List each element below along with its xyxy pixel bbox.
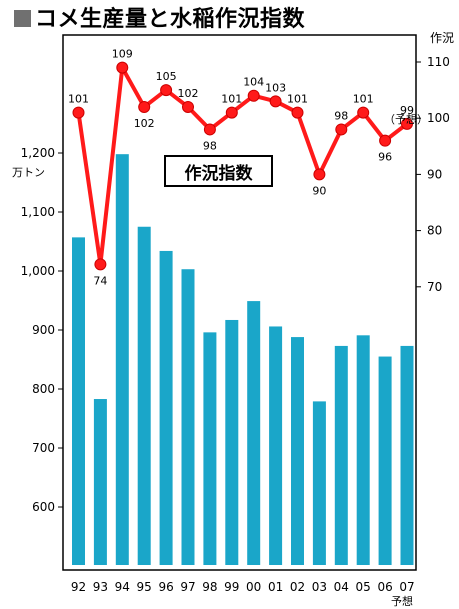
- x-label-06: 06: [377, 580, 392, 594]
- index-label-93: 74: [93, 274, 107, 287]
- x-label-05: 05: [356, 580, 371, 594]
- x-label-07: 07: [399, 580, 414, 594]
- index-label-92: 101: [68, 93, 89, 106]
- x-axis-note: 予想: [391, 594, 413, 608]
- x-label-94: 94: [115, 580, 130, 594]
- index-label-99: 101: [221, 93, 242, 106]
- index-label-97: 102: [178, 87, 199, 100]
- index-point-99: [225, 106, 238, 119]
- index-point-02: [291, 106, 304, 119]
- chart-title: コメ生産量と水稲作況指数: [14, 1, 305, 33]
- right-axis-ticks: 110 100 90 80 70: [416, 55, 450, 294]
- bar-97: [181, 269, 195, 565]
- x-label-01: 01: [268, 580, 283, 594]
- index-label-05: 101: [353, 93, 374, 106]
- index-forecast-note: （予想）: [384, 112, 428, 126]
- index-point-04: [335, 123, 348, 136]
- index-label-01: 103: [265, 81, 286, 94]
- legend-box: 作況指数: [164, 155, 273, 187]
- index-point-00: [247, 89, 260, 102]
- x-label-00: 00: [246, 580, 261, 594]
- bar-02: [291, 337, 304, 565]
- index-point-06: [379, 134, 392, 147]
- index-point-97: [182, 100, 194, 113]
- x-label-04: 04: [334, 580, 349, 594]
- index-label-98: 98: [203, 139, 217, 152]
- x-axis-labels: 92 93 94 95 96 97 98 99 00 01 02 03 04 05 06 07: [71, 580, 415, 594]
- bar-94: [115, 154, 129, 565]
- x-label-95: 95: [137, 580, 152, 594]
- right-tick-label: 80: [427, 224, 442, 238]
- right-axis-label: 作況: [430, 30, 454, 45]
- bar-07: [400, 345, 414, 565]
- bar-series: [72, 154, 414, 565]
- index-point-95: [138, 100, 151, 113]
- bar-03: [312, 401, 326, 565]
- left-tick-label: 700: [32, 441, 55, 455]
- left-tick-label: 600: [32, 500, 55, 514]
- bar-93: [93, 399, 107, 565]
- index-point-94: [116, 61, 129, 74]
- x-label-92: 92: [71, 580, 86, 594]
- left-tick-label: 1,200: [21, 146, 55, 160]
- left-tick-label: 800: [32, 382, 55, 396]
- bar-98: [203, 332, 217, 565]
- left-tick-label: 1,100: [21, 205, 55, 219]
- index-point-98: [203, 123, 216, 136]
- right-tick-label: 90: [427, 167, 442, 181]
- bar-04: [334, 345, 348, 565]
- index-label-94: 109: [112, 48, 133, 61]
- left-tick-label: 1,000: [21, 264, 55, 278]
- index-point-01: [269, 95, 282, 108]
- x-label-98: 98: [202, 580, 217, 594]
- bar-00: [247, 301, 261, 565]
- x-label-03: 03: [312, 580, 327, 594]
- index-label-07: 99: [400, 104, 414, 117]
- right-tick-label: 70: [427, 280, 442, 294]
- index-label-00: 104: [243, 76, 264, 89]
- bar-92: [72, 237, 85, 565]
- left-axis-ticks: 1,200 1,100 1,000 900 800 700 600: [21, 146, 63, 514]
- left-axis-unit: 万トン: [12, 166, 45, 179]
- left-tick-label: 900: [32, 323, 55, 337]
- bar-01: [269, 326, 283, 565]
- legend-label: 作況指数: [184, 163, 253, 184]
- index-point-05: [357, 106, 370, 119]
- right-tick-label: 100: [427, 111, 450, 125]
- plot-frame: [62, 34, 417, 571]
- index-point-92: [72, 106, 85, 119]
- index-point-03: [313, 168, 326, 181]
- index-label-96: 105: [156, 70, 177, 83]
- right-tick-label: 110: [427, 55, 450, 69]
- index-point-93: [94, 258, 107, 271]
- bar-99: [225, 319, 239, 565]
- x-label-02: 02: [290, 580, 305, 594]
- index-label-03: 90: [312, 184, 326, 197]
- index-point-96: [160, 84, 173, 97]
- x-label-97: 97: [180, 580, 195, 594]
- index-label-95: 102: [134, 117, 155, 130]
- index-point-07: [401, 117, 413, 130]
- index-label-04: 98: [334, 109, 348, 122]
- index-label-02: 101: [287, 93, 308, 106]
- bar-06: [378, 356, 392, 565]
- title-square-icon: [14, 10, 31, 27]
- bar-05: [356, 335, 370, 565]
- x-label-99: 99: [224, 580, 239, 594]
- bar-95: [137, 226, 151, 565]
- index-label-06: 96: [378, 151, 392, 164]
- x-label-93: 93: [93, 580, 108, 594]
- index-line: [76, 65, 409, 267]
- x-label-96: 96: [158, 580, 173, 594]
- bar-96: [159, 250, 173, 565]
